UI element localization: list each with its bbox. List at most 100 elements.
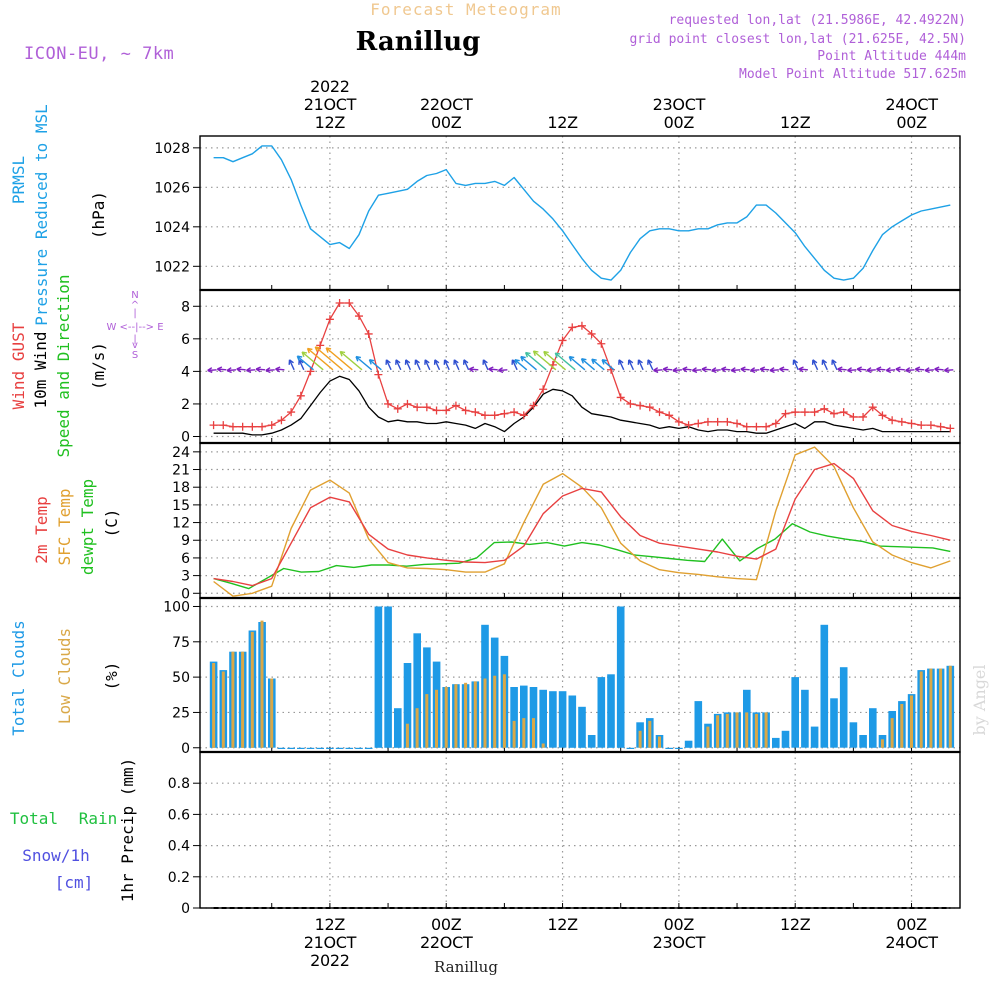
total-clouds-bar [510,687,518,748]
wind-direction-arrow [255,366,266,373]
top-time-label: 12Z [547,113,578,132]
wind-direction-arrow [769,367,779,374]
wind-direction-arrow [520,355,537,371]
wind-dir-label: Speed and Direction [54,274,73,457]
wind-direction-arrow [721,366,731,373]
wind-direction-arrow [424,359,431,371]
gust-marker [810,408,819,417]
gust-marker [432,406,441,415]
gust-marker [849,412,858,421]
wind-10m-label: 10m Wind [31,331,50,408]
watermark: by Angel [970,664,989,735]
gust-marker [345,299,354,308]
gust-marker [703,417,712,426]
model-altitude: Model Point Altitude 517.625m [739,67,966,82]
low-clouds-bar [890,718,894,748]
temp-ytick-label: 18 [172,480,190,496]
total-clouds-bar [287,747,295,749]
total-clouds-bar [675,747,683,749]
wind-direction-arrow [811,359,819,371]
gust-marker [364,329,373,338]
low-clouds-bar [425,694,429,748]
low-clouds-bar [464,682,468,748]
gust-marker [791,408,800,417]
gust-marker [907,419,916,428]
precip-axis-label: 1hr Precip (mm) [118,758,137,903]
clouds-ytick-label: 50 [172,670,190,686]
total-clouds-bar [384,606,392,748]
wind-direction-arrow [524,351,547,371]
wind-direction-arrow [301,351,324,371]
gust-marker [926,421,935,430]
gust-marker [636,401,645,410]
dewpt-label: dewpt Temp [78,479,97,575]
temp-ytick-label: 24 [172,445,190,461]
low-clouds-bar [880,739,884,748]
bottom-time-label: 23OCT [653,933,706,952]
clouds-ytick-label: 0 [181,741,190,757]
total-clouds-bar [374,606,383,748]
total-clouds-bar [801,689,809,748]
low-clouds-bar [716,715,720,748]
total-clouds-bar [665,747,673,749]
total-clouds-bar [859,735,867,748]
low-clouds-bar [638,730,642,748]
low-clouds-bar [522,718,526,748]
wind-direction-arrow [847,367,857,374]
gust-marker [597,339,606,348]
low-clouds-bar [754,713,758,748]
wind-direction-arrow [433,359,441,371]
precip-frame [199,751,961,909]
low-clouds-bar [648,720,652,748]
compass-n: N [131,290,138,301]
total-clouds-bar [820,624,829,748]
wind-direction-arrow [647,359,654,371]
precip-ytick-label: 0.8 [168,776,190,792]
gust-marker [316,341,325,350]
wind-direction-arrow [591,358,605,371]
total-clouds-bar [626,747,635,749]
low-clouds-bar [745,712,749,748]
wind-direction-arrow [711,367,721,374]
wind-ytick-label: 2 [181,397,190,413]
clouds-unit-label: (%) [102,662,121,691]
total-clouds-bar [830,698,838,748]
gust-marker [451,401,460,410]
low-clouds-bar [212,663,216,748]
gust-marker [422,403,431,412]
snow-label: Snow/1h [22,846,89,865]
low-clouds-bar [929,668,933,748]
wind-direction-arrow [207,367,217,374]
total-clouds-bar [529,687,538,748]
wind-direction-arrow [885,367,896,374]
low-clouds-bar [948,665,952,748]
wind-direction-arrow [443,359,450,371]
bottom-time-label: 00Z [664,915,695,934]
gust-marker [558,336,567,345]
low-clouds-bar [764,712,768,748]
wind-direction-arrow [488,366,498,373]
gust-marker [723,417,732,426]
wind-direction-arrow [856,366,867,373]
top-time-label: 12Z [315,113,346,132]
gust-marker [800,408,809,417]
low-clouds-bar [910,695,913,748]
wind-direction-arrow [275,366,285,373]
wind-direction-arrow [730,367,741,374]
wind-direction-arrow [831,359,838,371]
sfc-temp-label: SFC Temp [55,488,74,565]
wind-direction-arrow [779,366,789,373]
wind-direction-arrow [414,359,421,371]
wind-ytick-label: 6 [181,332,190,348]
gust-marker [248,422,257,431]
low-clouds-bar [512,720,516,748]
gust-marker [481,411,489,420]
wind-direction-arrow [792,359,799,371]
bottom-time-label: 00Z [431,915,462,934]
gust-marker [820,404,829,413]
gust-marker [762,422,771,431]
total-clouds-bar [869,708,877,748]
location-title: Ranillug [356,27,481,57]
wind-direction-arrow [543,350,567,371]
